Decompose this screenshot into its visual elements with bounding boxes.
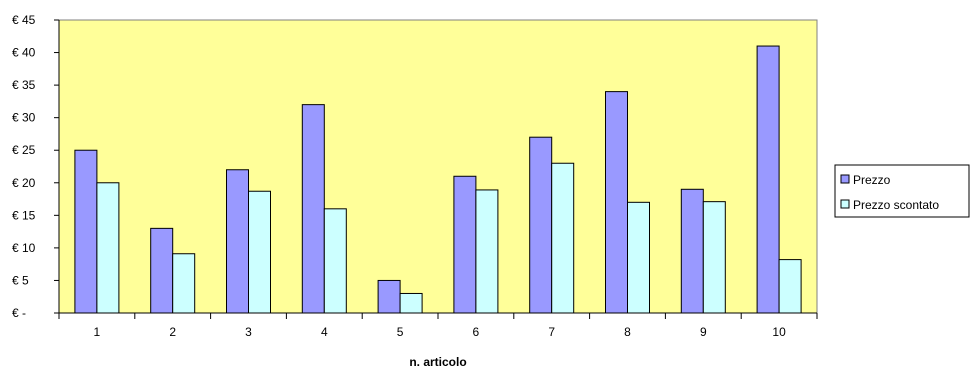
bar-prezzo-3 — [226, 169, 249, 314]
legend-box — [834, 164, 970, 218]
x-tick-label: 3 — [245, 325, 252, 339]
y-tick-label: € 10 — [12, 241, 36, 255]
bar-prezzo-scontato-10 — [778, 259, 802, 314]
y-tick-label: € 20 — [12, 176, 36, 190]
bar-prezzo-7 — [529, 136, 553, 314]
y-tick-label: € 40 — [12, 46, 36, 60]
y-tick-label: € 35 — [12, 78, 36, 92]
legend-label-prezzo-scontato: Prezzo scontato — [853, 198, 939, 212]
x-tick-label: 2 — [169, 325, 176, 339]
y-tick-label: € 45 — [12, 13, 36, 27]
bar-prezzo-scontato-3 — [248, 190, 271, 314]
x-tick-label: 9 — [700, 325, 707, 339]
x-tick-label: 6 — [473, 325, 480, 339]
bar-prezzo-scontato-5 — [399, 292, 423, 314]
x-tick-label: 7 — [548, 325, 555, 339]
bar-prezzo-4 — [301, 104, 325, 314]
y-tick-label: € - — [12, 306, 26, 320]
bar-prezzo-8 — [605, 91, 628, 314]
x-tick-label: 1 — [94, 325, 101, 339]
bar-prezzo-5 — [377, 279, 401, 314]
bar-prezzo-9 — [680, 188, 704, 314]
y-axis: € - € 5 € 10 € 15 € 20 € 25 € 30 € 35 € 40 € 45 — [12, 13, 60, 320]
x-axis: 1 2 3 4 5 6 7 8 9 10 — [58, 312, 818, 339]
bar-prezzo-1 — [74, 149, 98, 314]
bar-prezzo-6 — [453, 175, 477, 314]
x-tick-label: 10 — [772, 325, 786, 339]
y-tick-label: € 30 — [12, 111, 36, 125]
bar-prezzo-scontato-6 — [475, 189, 499, 314]
x-axis-label: n. articolo — [409, 355, 466, 369]
y-tick-label: € 25 — [12, 143, 36, 157]
x-tick-label: 8 — [624, 325, 631, 339]
x-tick-label: 4 — [321, 325, 328, 339]
bar-prezzo-scontato-1 — [96, 182, 120, 314]
legend-swatch-prezzo-scontato — [840, 199, 850, 209]
bar-prezzo-scontato-2 — [172, 253, 196, 314]
y-tick-label: € 5 — [12, 273, 29, 287]
bar-prezzo-scontato-4 — [323, 208, 347, 314]
x-tick-label: 5 — [397, 325, 404, 339]
y-tick-label: € 15 — [12, 208, 36, 222]
legend: Prezzo Prezzo scontato — [834, 164, 970, 218]
legend-label-prezzo: Prezzo — [853, 173, 891, 187]
bar-prezzo-scontato-7 — [551, 162, 575, 314]
bar-prezzo-scontato-9 — [702, 201, 726, 314]
bar-prezzo-10 — [756, 45, 780, 314]
bar-prezzo-2 — [150, 227, 174, 314]
legend-swatch-prezzo — [840, 174, 850, 184]
bar-prezzo-scontato-8 — [627, 201, 650, 314]
bars — [74, 45, 802, 314]
